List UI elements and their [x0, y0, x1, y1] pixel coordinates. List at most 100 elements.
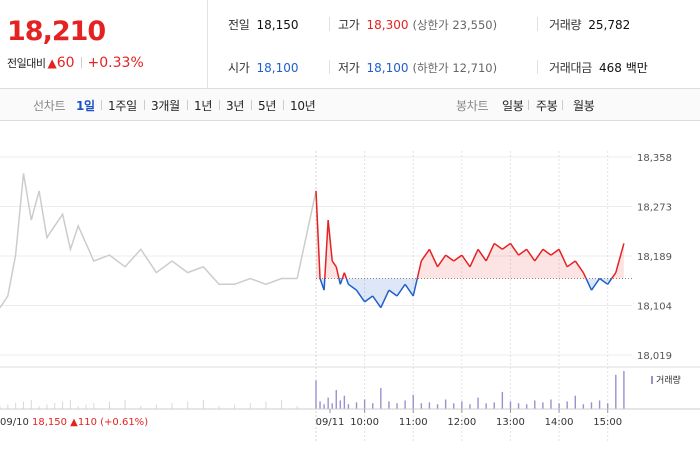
volume-bar: [623, 371, 625, 409]
down-area: [364, 278, 373, 302]
period-3y[interactable]: 3년: [226, 99, 245, 113]
period-5y[interactable]: 5년: [258, 99, 277, 113]
down-line-segment: [347, 283, 357, 291]
up-line-segment: [477, 248, 487, 262]
volume-bar: [54, 403, 56, 409]
price-chart[interactable]: 18,358 18,273 18,189 18,104 18,019 거래량 09/11 10…: [0, 121, 700, 450]
up-area: [486, 243, 495, 279]
volume-bar: [509, 401, 512, 409]
divider: [329, 60, 330, 74]
down-line-segment: [388, 289, 398, 297]
up-line-segment: [574, 260, 585, 274]
up-line-segment: [526, 248, 536, 262]
caption-percent: (+0.61%): [100, 417, 148, 428]
volume-bar: [534, 400, 536, 409]
volume-bar: [319, 401, 321, 409]
up-line-segment: [534, 248, 544, 262]
up-line-segment: [343, 272, 348, 279]
volume-legend-label: 거래량: [656, 374, 681, 386]
period-10y[interactable]: 10년: [290, 99, 316, 113]
change-label: 전일대비: [7, 57, 46, 70]
divider: [144, 100, 145, 110]
volume-bar: [140, 406, 142, 409]
up-area: [510, 243, 519, 279]
up-area: [542, 249, 551, 279]
period-1y[interactable]: 1년: [194, 99, 213, 113]
volume-bar: [388, 401, 390, 409]
x-tick-label: 12:00: [447, 417, 476, 428]
divider: [219, 100, 220, 110]
volume-bar: [202, 400, 204, 409]
volume-bar: [436, 404, 439, 409]
volume-bar: [265, 401, 267, 409]
up-line-segment: [493, 242, 503, 250]
y-tick-label: 18,189: [637, 252, 672, 263]
previous-day-connector: [296, 190, 317, 279]
high-value: 18,300: [366, 18, 409, 32]
up-line-segment: [436, 254, 447, 268]
volume-bar: [420, 403, 423, 409]
y-tick-label: 18,273: [637, 203, 672, 214]
down-area: [405, 278, 414, 297]
candle-chart-title: 봉차트: [456, 99, 489, 113]
volume-bar: [525, 404, 528, 409]
candle-daily[interactable]: 일봉: [502, 99, 524, 113]
change-percent: +0.33%: [87, 55, 144, 71]
down-line-segment: [607, 278, 613, 285]
volume-bar: [171, 403, 173, 409]
volume-bar: [7, 404, 9, 409]
volume-bar: [558, 403, 560, 409]
volume-bar: [606, 403, 609, 409]
candle-monthly[interactable]: 월봉: [573, 99, 595, 113]
down-line-segment: [339, 278, 344, 285]
volume-bar: [566, 401, 568, 409]
low-label: 저가: [338, 61, 360, 75]
x-tick-label: 15:00: [593, 417, 622, 428]
open-label: 시가: [228, 61, 250, 75]
volume-bar: [155, 404, 157, 409]
up-line-segment: [428, 248, 439, 268]
up-area: [518, 249, 527, 279]
up-area: [453, 255, 462, 279]
volume-bar: [93, 403, 95, 409]
y-tick-label: 18,104: [637, 302, 672, 313]
up-area: [332, 260, 337, 279]
high-label: 고가: [338, 18, 360, 32]
volume-bar: [22, 401, 24, 409]
up-line-segment: [501, 242, 511, 250]
caption-arrow-icon: ▲: [70, 417, 78, 428]
high-stat: 고가 18,300 (상한가 23,550): [338, 16, 497, 33]
volume-bar: [315, 380, 317, 409]
up-area: [559, 249, 568, 279]
up-line-segment: [542, 248, 552, 256]
up-line-segment: [469, 248, 479, 268]
x-tick-label: 14:00: [545, 417, 574, 428]
candle-weekly[interactable]: 주봉: [536, 99, 558, 113]
divider: [537, 60, 538, 74]
volume-bar: [598, 400, 601, 409]
previous-day-line: [0, 173, 298, 309]
prev-close-value: 18,150: [256, 18, 299, 32]
down-line-segment: [364, 295, 374, 303]
period-1w[interactable]: 1주일: [108, 99, 137, 113]
down-line-segment: [372, 295, 382, 309]
open-value: 18,100: [256, 61, 299, 75]
volume-bar: [347, 404, 350, 409]
x-tick-label: 11:00: [399, 417, 428, 428]
period-3m[interactable]: 3개월: [151, 99, 180, 113]
volume-bar: [38, 406, 40, 409]
volume-bar: [404, 400, 406, 409]
change-row: 전일대비 ▲60 +0.33%: [7, 55, 144, 71]
low-value: 18,100: [366, 61, 409, 75]
volume-bar: [615, 374, 617, 409]
period-1d[interactable]: 1일: [76, 99, 95, 113]
down-line-segment: [585, 278, 593, 291]
volume-bar: [461, 401, 463, 409]
volume-bar: [108, 401, 110, 409]
volume-bar: [428, 402, 431, 409]
down-line-segment: [599, 277, 609, 285]
divider: [101, 100, 102, 110]
volume-bar: [30, 400, 32, 409]
volume-bar: [372, 403, 374, 409]
volume-bar: [343, 395, 346, 409]
